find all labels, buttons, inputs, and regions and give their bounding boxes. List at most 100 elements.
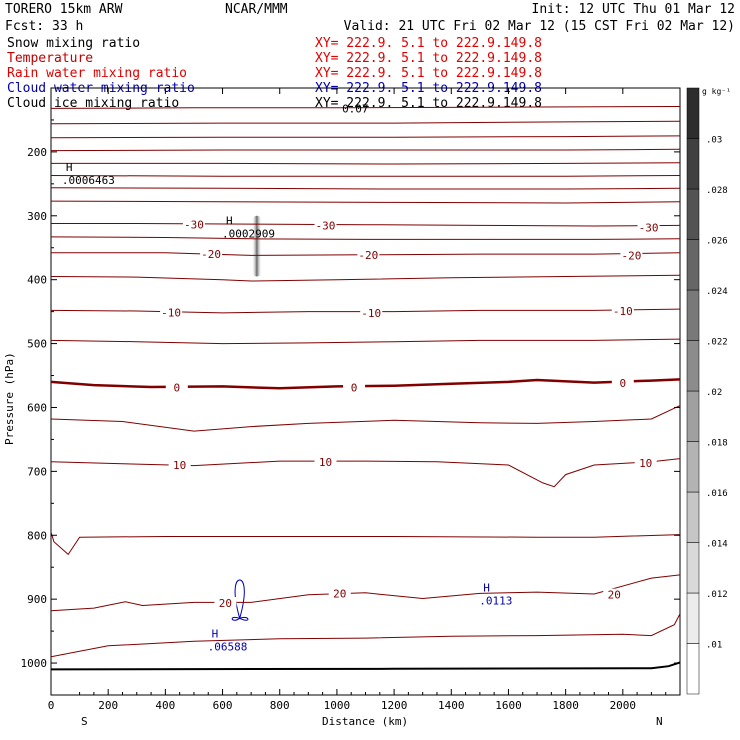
contour-label-bg — [343, 381, 366, 393]
contour-label-bg — [611, 304, 634, 316]
field-xy-rain: XY= 222.9. 5.1 to 222.9.149.8 — [315, 66, 542, 81]
contour-label-bg — [314, 219, 337, 231]
y-tick-label: 500 — [27, 338, 47, 351]
colorbar-tick-label: .024 — [706, 287, 728, 297]
endpoint-north: N — [656, 715, 663, 728]
colorbar-segment — [686, 542, 700, 594]
y-tick-label: 900 — [27, 593, 47, 606]
contour-label-bg — [314, 455, 337, 467]
y-tick-label: 300 — [27, 210, 47, 223]
y-tick-label: 600 — [27, 401, 47, 414]
contour-label: -20 — [358, 249, 378, 262]
contour-label: 0 — [173, 382, 180, 395]
colorbar-segment — [686, 340, 700, 392]
colorbar-segment — [686, 239, 700, 291]
contour-label-bg — [603, 588, 626, 600]
x-tick-label: 1000 — [324, 699, 351, 712]
extremum-value: .0006463 — [62, 174, 115, 187]
field-name-rain: Rain water mixing ratio — [7, 66, 187, 81]
colorbar-segment — [686, 592, 700, 644]
contour-label: 20 — [333, 587, 346, 600]
contour-label-bg — [634, 457, 657, 469]
contour-label-bg — [360, 306, 383, 318]
temperature-contour — [51, 531, 680, 556]
center-title: NCAR/MMM — [225, 2, 288, 17]
contour-label-bg — [611, 377, 634, 389]
x-tick-label: 2000 — [610, 699, 637, 712]
colorbar-segment — [686, 643, 700, 695]
y-tick-label: 700 — [27, 465, 47, 478]
extremum-value: .0113 — [479, 594, 512, 607]
temperature-contour — [51, 135, 680, 139]
contour-label: 20 — [219, 597, 232, 610]
extremum-marker: H — [483, 581, 490, 594]
extremum-value: .0002909 — [222, 228, 275, 241]
snow-column — [251, 215, 262, 277]
y-tick-label: 800 — [27, 529, 47, 542]
colorbar-tick-label: .018 — [706, 439, 728, 449]
model-title: TORERO 15km ARW — [5, 2, 123, 17]
colorbar-segment — [686, 289, 700, 341]
contour-label: -20 — [201, 248, 221, 261]
y-axis-label: Pressure (hPa) — [3, 352, 16, 445]
temperature-contour — [51, 187, 680, 190]
plot-frame — [50, 87, 681, 696]
contour-label-bg — [165, 381, 188, 393]
field-xy-snow: XY= 222.9. 5.1 to 222.9.149.8 — [315, 36, 542, 51]
extremum-marker: H — [212, 627, 219, 640]
contour-label-bg — [328, 587, 351, 599]
contour-label: -10 — [361, 307, 381, 320]
colorbar-tick-label: .01 — [706, 641, 722, 651]
extremum-marker: H — [226, 215, 233, 228]
temperature-contour — [51, 236, 680, 240]
temperature-contour — [51, 338, 680, 345]
contour-label: -10 — [161, 306, 181, 319]
x-tick-label: 1600 — [495, 699, 522, 712]
field-xy-temperature: XY= 222.9. 5.1 to 222.9.149.8 — [315, 51, 542, 66]
field-name-cloud-ice: Cloud ice mixing ratio — [7, 96, 179, 111]
temperature-contour — [51, 223, 680, 227]
contour-label: -20 — [621, 249, 641, 262]
contour-label: 0 — [351, 382, 358, 395]
temperature-contour — [51, 458, 680, 488]
temperature-contour — [51, 106, 680, 109]
x-tick-label: 800 — [270, 699, 290, 712]
colorbar-tick-label: .022 — [706, 338, 728, 348]
temperature-contour — [51, 613, 680, 658]
extremum-value: .06588 — [208, 640, 248, 653]
colorbar-segment — [686, 188, 700, 240]
x-tick-label: 1800 — [552, 699, 579, 712]
temperature-contour — [51, 574, 680, 612]
colorbar-segment — [686, 390, 700, 442]
colorbar-tick-label: .016 — [706, 489, 728, 499]
y-tick-label: 200 — [27, 146, 47, 159]
contour-label-bg — [160, 306, 183, 318]
temperature-contour — [51, 274, 680, 282]
contour-label-bg — [620, 249, 643, 261]
contour-label: -30 — [316, 219, 336, 232]
x-tick-label: 600 — [213, 699, 233, 712]
temperature-contour — [51, 405, 680, 432]
y-tick-label: 400 — [27, 274, 47, 287]
forecast-hour: 33 h — [52, 19, 83, 34]
colorbar: .01 .012 .014 .016 .018 .02 .022 .024 .026 .028 .0… — [686, 87, 728, 695]
colorbar-tick-label: .014 — [706, 540, 728, 550]
temperature-contour — [51, 200, 680, 204]
contour-label-bg — [637, 221, 660, 233]
endpoint-south: S — [81, 715, 88, 728]
init-time: Init: 12 UTC Thu 01 Mar 12 — [532, 2, 736, 17]
colorbar-segment — [686, 87, 700, 139]
contour-label: 10 — [173, 459, 186, 472]
contour-label: -10 — [613, 305, 633, 318]
axes: 0 200 400 600 800 1000 1200 1400 1600 1800 2000200… — [21, 88, 680, 712]
colorbar-unit: g kg⁻¹ — [702, 87, 731, 96]
contour-label: 20 — [608, 589, 621, 602]
colorbar-tick-label: .012 — [706, 590, 728, 600]
colorbar-segment — [686, 441, 700, 493]
colorbar-tick-label: .026 — [706, 237, 728, 247]
forecast-label: Fcst: — [5, 19, 44, 34]
temperature-contour — [51, 378, 680, 390]
temperature-contour — [51, 148, 680, 152]
colorbar-segment — [686, 491, 700, 543]
